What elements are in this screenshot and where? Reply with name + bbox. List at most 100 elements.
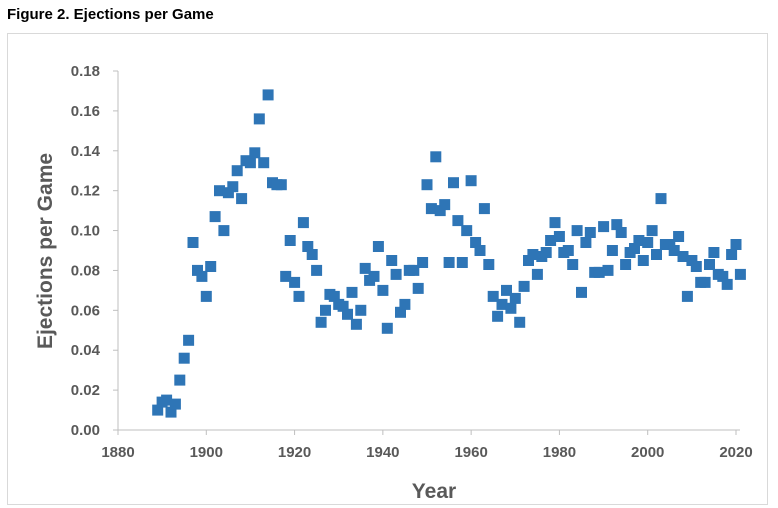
data-point <box>306 249 318 260</box>
data-point <box>527 249 539 260</box>
data-point <box>637 255 649 266</box>
y-tick-label: 0.16 <box>71 103 100 120</box>
data-point <box>615 227 627 238</box>
data-point <box>408 264 420 276</box>
x-tick-label: 1960 <box>454 444 487 461</box>
data-point <box>681 290 693 302</box>
data-point <box>514 316 526 328</box>
y-tick-label: 0.06 <box>71 302 100 319</box>
data-point <box>368 270 380 282</box>
chart-frame <box>7 33 768 505</box>
data-point <box>448 177 459 189</box>
data-point <box>249 147 261 159</box>
data-point <box>606 245 618 256</box>
data-point <box>275 179 287 191</box>
data-point <box>699 276 711 288</box>
data-point <box>611 219 623 231</box>
data-point <box>214 185 225 197</box>
data-point <box>483 259 495 270</box>
data-point <box>302 241 314 252</box>
data-point <box>395 306 406 318</box>
data-point <box>523 255 534 266</box>
data-point <box>200 290 212 302</box>
data-point <box>646 225 658 237</box>
data-point <box>258 157 270 169</box>
axes: 0.00 0.02 0.04 0.06 0.08 0.10 0.12 0.14 0.16 0.18… <box>71 63 753 461</box>
data-point <box>580 237 592 248</box>
data-point <box>174 374 186 386</box>
data-point <box>178 352 190 364</box>
y-tick-label: 0.10 <box>71 223 100 240</box>
x-tick-label: 1920 <box>278 444 311 461</box>
data-point <box>350 318 362 330</box>
x-tick-label: 1940 <box>366 444 399 461</box>
figure-caption: Figure 2. Ejections per Game <box>7 6 214 23</box>
data-point <box>545 235 557 246</box>
data-point <box>501 284 512 296</box>
data-point <box>668 245 680 256</box>
data-point <box>315 316 327 328</box>
data-point <box>355 304 367 316</box>
data-point <box>244 157 256 169</box>
data-point <box>293 290 305 302</box>
data-point <box>381 322 393 334</box>
data-point <box>593 266 605 278</box>
data-point <box>478 203 490 215</box>
data-point <box>642 237 654 248</box>
data-point <box>549 217 561 229</box>
data-point <box>231 165 243 177</box>
data-point <box>474 245 486 256</box>
y-tick-label: 0.18 <box>71 63 100 80</box>
data-point <box>183 334 195 346</box>
data-point <box>602 264 614 276</box>
data-point <box>284 235 296 246</box>
data-point <box>734 268 746 280</box>
data-point <box>227 181 239 193</box>
data-point <box>209 211 221 223</box>
data-point <box>328 290 340 302</box>
data-point <box>218 225 230 237</box>
data-point <box>726 249 738 260</box>
data-point <box>342 308 353 320</box>
data-point <box>161 394 173 406</box>
data-point <box>456 257 468 268</box>
data-point <box>664 239 676 250</box>
data-point <box>518 280 530 292</box>
data-point <box>425 203 437 215</box>
y-tick-label: 0.14 <box>71 143 101 160</box>
data-point <box>509 292 521 304</box>
data-point <box>487 290 499 302</box>
data-point <box>320 304 331 316</box>
data-point <box>262 89 274 101</box>
data-points <box>152 89 746 418</box>
y-tick-label: 0.00 <box>71 422 100 439</box>
data-point <box>297 217 309 229</box>
data-point <box>417 257 429 268</box>
data-point <box>152 404 164 416</box>
y-tick-label: 0.08 <box>71 262 100 279</box>
data-point <box>531 268 543 280</box>
data-point <box>629 243 640 254</box>
data-point <box>165 406 177 418</box>
y-tick-label: 0.02 <box>71 382 100 399</box>
data-point <box>452 215 464 227</box>
data-point <box>708 247 720 258</box>
data-point <box>721 278 733 290</box>
y-axis-title: Ejections per Game <box>34 153 57 349</box>
data-point <box>434 205 446 217</box>
data-point <box>651 249 662 260</box>
data-point <box>372 241 384 252</box>
data-point <box>492 310 504 322</box>
data-point <box>576 286 587 298</box>
data-point <box>196 270 208 282</box>
data-point <box>205 261 217 272</box>
data-point <box>430 151 442 163</box>
y-tick-label: 0.12 <box>71 183 100 200</box>
data-point <box>730 239 742 250</box>
data-point <box>439 199 451 211</box>
data-point <box>192 264 203 276</box>
data-point <box>571 225 583 237</box>
data-point <box>505 302 517 314</box>
data-point <box>390 268 402 280</box>
data-point <box>412 282 424 294</box>
